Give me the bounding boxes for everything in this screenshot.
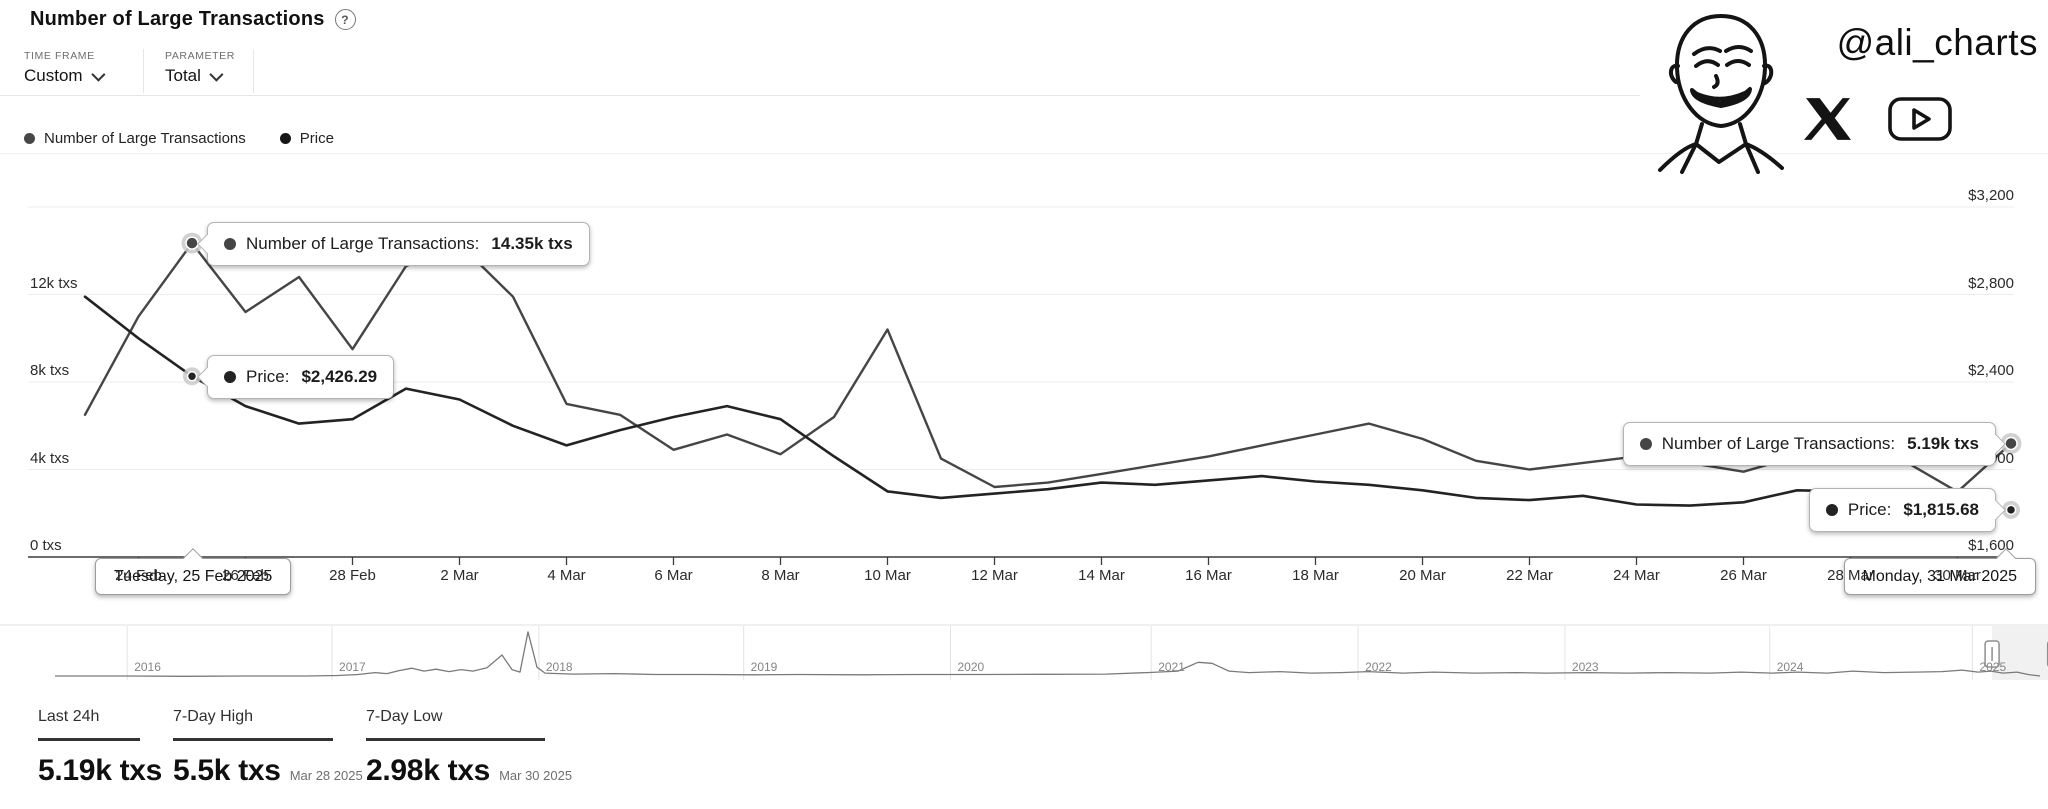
navigator-year-label: 2018: [545, 660, 573, 674]
stats-row: Last 24h 5.19k txs 7-Day High 5.5k txs Ma…: [38, 708, 572, 788]
legend: Number of Large Transactions Price: [24, 130, 334, 147]
x-axis-tick-label: 24 Feb: [115, 567, 162, 584]
series-dot-icon: [224, 237, 236, 250]
navigator-year-label: 2017: [339, 660, 366, 674]
parameter-value[interactable]: Total: [165, 66, 201, 85]
stat-underline: [173, 738, 333, 741]
legend-dot-icon: [279, 133, 291, 144]
value-tooltip: Number of Large Transactions: 5.19k txs: [1622, 421, 2006, 466]
time-frame-value[interactable]: Custom: [24, 66, 83, 85]
stat-last-24h: Last 24h 5.19k txs: [38, 708, 162, 788]
stat-value: 5.5k txs: [173, 753, 281, 787]
value-tooltip: Price: $1,815.68: [1808, 488, 2006, 533]
stat-value: 5.19k txs: [38, 753, 163, 787]
series-dot-icon: [1639, 437, 1652, 450]
series-dot-icon: [1825, 504, 1838, 517]
social-icons: [1803, 95, 1953, 143]
value-tooltip: Number of Large Transactions: 14.35k txs: [197, 221, 590, 266]
divider: [253, 49, 254, 93]
x-axis-tick-label: 10 Mar: [864, 567, 911, 584]
x-axis-tick-label: 20 Mar: [1399, 567, 1446, 584]
avatar: [1658, 14, 1784, 174]
youtube-logo-icon: [1888, 97, 1952, 141]
parameter-label: PARAMETER: [165, 50, 235, 62]
x-axis-tick-label: 2 Mar: [440, 567, 479, 584]
page-title-row: Number of Large Transactions ?: [30, 8, 356, 31]
stat-label: Last 24h: [38, 708, 100, 725]
x-axis-tick-label: 8 Mar: [761, 567, 800, 584]
legend-label: Price: [299, 130, 334, 147]
controls-bar: TIME FRAME Custom PARAMETER Total: [0, 47, 1640, 96]
divider: [143, 49, 144, 93]
x-axis-tick-label: 24 Mar: [1613, 567, 1660, 584]
navigator-handle[interactable]: [1984, 640, 2000, 668]
value-tooltip: Price: $2,426.29: [197, 354, 395, 399]
date-tooltip: Monday, 31 Mar 2025: [1843, 548, 2036, 595]
x-axis-tick-label: 14 Mar: [1078, 567, 1125, 584]
x-axis-tick-label: 16 Mar: [1185, 567, 1232, 584]
y-axis-left-label: 4k txs: [30, 449, 70, 467]
legend-label: Number of Large Transactions: [44, 130, 246, 147]
x-axis-tick-label: 6 Mar: [654, 567, 693, 584]
x-logo-icon: [1803, 98, 1851, 140]
navigator-year-label: 2020: [957, 660, 985, 674]
x-axis-tick-label: 28 Mar: [1827, 567, 1874, 584]
legend-dot-icon: [24, 133, 35, 144]
social-handle: @ali_charts: [1836, 22, 2038, 63]
y-axis-right-label: $2,400: [1968, 362, 2014, 379]
stat-value: 2.98k txs: [366, 753, 491, 787]
stat-label: 7-Day Low: [366, 708, 443, 725]
stat-date: Mar 28 2025: [289, 767, 363, 783]
navigator-year-label: 2016: [134, 660, 161, 674]
y-axis-right-label: $2,800: [1968, 274, 2014, 292]
x-axis-tick-label: 30 Mar: [1934, 567, 1981, 584]
divider: [0, 153, 2048, 154]
navigator-year-label: 2024: [1776, 660, 1804, 674]
navigator-year-label: 2022: [1365, 660, 1392, 674]
navigator-year-label: 2025: [1979, 660, 2007, 674]
y-axis-right-label: $3,200: [1968, 187, 2014, 204]
x-axis-tick-label: 26 Mar: [1720, 567, 1767, 584]
y-axis-left-label: 0 txs: [30, 537, 62, 554]
legend-item-transactions[interactable]: Number of Large Transactions: [24, 130, 246, 147]
y-axis-left-label: 8k txs: [30, 362, 70, 379]
stat-date: Mar 30 2025: [499, 767, 573, 783]
time-frame-label: TIME FRAME: [24, 50, 95, 62]
stat-underline: [38, 738, 140, 741]
x-axis-tick-label: 12 Mar: [971, 567, 1018, 584]
time-frame-dropdown[interactable]: TIME FRAME Custom: [24, 50, 106, 86]
parameter-dropdown[interactable]: PARAMETER Total: [165, 50, 235, 86]
x-axis-tick-label: 18 Mar: [1292, 567, 1339, 584]
help-icon[interactable]: ?: [334, 9, 356, 30]
x-axis-tick-label: 26 Feb: [222, 567, 269, 584]
stat-underline: [366, 738, 545, 741]
y-axis-left-label: 12k txs: [30, 274, 78, 292]
x-axis-tick-label: 4 Mar: [547, 567, 586, 584]
legend-item-price[interactable]: Price: [279, 130, 334, 147]
navigator-year-label: 2021: [1158, 660, 1185, 674]
stat-7day-low: 7-Day Low 2.98k txs Mar 30 2025: [366, 708, 572, 788]
navigator-year-label: 2023: [1571, 660, 1599, 674]
page-title: Number of Large Transactions: [30, 8, 325, 30]
stat-7day-high: 7-Day High 5.5k txs Mar 28 2025: [173, 708, 363, 788]
navigator-year-label: 2019: [750, 660, 778, 674]
x-axis-tick-label: 28 Feb: [329, 567, 376, 584]
y-axis-right-label: $1,600: [1968, 537, 2014, 554]
series-dot-icon: [224, 370, 236, 383]
x-axis-tick-label: 22 Mar: [1506, 567, 1553, 584]
date-tooltip: Tuesday, 25 Feb 2025: [95, 548, 292, 595]
stat-label: 7-Day High: [173, 708, 254, 725]
